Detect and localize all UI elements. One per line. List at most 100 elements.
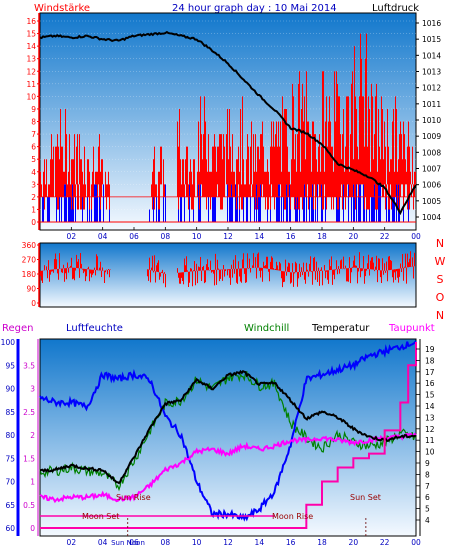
x-tick-label: 20 [349,232,359,241]
humidity-tick-label: 95 [5,361,15,370]
temp-tick-label: 14 [425,402,435,411]
pressure-line [39,30,417,216]
wind-tick-label: 12 [26,67,36,76]
wind-tick-label: 15 [26,30,36,39]
direction-tick-label: 360 [22,241,37,250]
wind-label: Windstärke [34,3,90,14]
moon-rise-label: Moon Rise [272,512,313,521]
x-tick-label: 04 [98,538,108,547]
axes: 1615141312111098765432101016101510141013… [1,13,446,547]
moon-set-label: Moon Set [82,512,119,521]
rain-line [40,342,417,529]
rain-tick-label: 2 [30,431,35,440]
temp-tick-label: 10 [425,448,435,457]
humidity-tick-label: 90 [5,385,15,394]
temp-tick-label: 16 [425,379,435,388]
temp-tick-label: 8 [425,470,430,479]
x-tick-label: 12 [223,232,233,241]
pressure-tick-label: 1005 [422,197,441,206]
temp-tick-label: 5 [425,505,430,514]
wind-tick-label: 7 [31,130,36,139]
windchill-line [39,370,417,492]
temp-tick-label: 9 [425,459,430,468]
dewpoint-line [39,432,417,504]
wind-tick-label: 6 [31,143,36,152]
wind-tick-label: 9 [31,105,36,114]
rain-tick-label: 0 [30,524,35,533]
x-tick-label: 14 [255,538,265,547]
wind-tick-label: 1 [31,205,36,214]
temp-tick-label: 6 [425,493,430,502]
temperature-line [39,369,417,485]
humidity-label: Luftfeuchte [66,323,123,334]
direction-plot [40,251,416,288]
x-tick-label: 12 [223,538,233,547]
wind-tick-label: 5 [31,155,36,164]
pressure-tick-label: 1013 [422,68,441,77]
pressure-tick-label: 1009 [422,132,441,141]
sun-set-label: Sun Set [350,493,381,502]
temp-tick-label: 13 [425,413,435,422]
pressure-tick-label: 1008 [422,148,441,157]
temp-tick-label: 18 [425,356,435,365]
x-tick-label: 20 [349,538,359,547]
x-tick-label: 14 [255,232,265,241]
rain-tick-label: 0.5 [23,501,35,510]
x-tick-label: 22 [380,232,390,241]
humidity-tick-label: 70 [5,478,15,487]
humidity-tick-label: 60 [5,524,15,533]
wind-tick-label: 14 [26,42,36,51]
sun-rise-label: Sun Rise [116,493,151,502]
x-tick-label: 08 [161,538,171,547]
rain-tick-label: 2.5 [23,408,35,417]
rain-label: Regen [2,323,34,334]
humidity-line [39,340,417,522]
humidity-tick-label: 100 [1,338,16,347]
rain-tick-label: 3.5 [23,361,35,370]
pressure-tick-label: 1004 [422,213,441,222]
humidity-tick-label: 75 [5,454,15,463]
wind-tick-label: 10 [26,92,36,101]
humidity-tick-label: 80 [5,431,15,440]
wind-tick-label: 11 [26,80,36,89]
x-tick-label: 08 [161,232,171,241]
temp-tick-label: 7 [425,482,430,491]
compass-label: N [436,309,444,322]
wind-tick-label: 0 [31,218,36,227]
pressure-tick-label: 1006 [422,181,441,190]
x-tick-label: 10 [192,232,202,241]
rain-tick-label: 1 [30,478,35,487]
temp-tick-label: 11 [425,436,435,445]
pressure-tick-label: 1012 [422,84,441,93]
compass-label: N [436,237,444,250]
x-tick-label: 00 [411,232,421,241]
x-tick-label: 16 [286,232,296,241]
x-tick-label: 06 [129,232,139,241]
dewpoint-label: Taupunkt [388,323,435,334]
temp-tick-label: 4 [425,516,430,525]
direction-tick-label: 180 [22,270,37,279]
wind-tick-label: 13 [26,55,36,64]
x-tick-label: 16 [286,538,296,547]
climate-panel-frame [39,338,417,537]
windchill-label: Windchill [244,323,289,334]
temperature-label: Temperatur [311,323,370,334]
temp-tick-label: 17 [425,368,435,377]
wind-plot [39,20,417,223]
wind-tick-label: 4 [31,168,36,177]
x-tick-label: 18 [317,232,327,241]
x-tick-label: 06 [129,538,139,547]
pressure-tick-label: 1007 [422,165,441,174]
pressure-label: Luftdruck [372,3,419,14]
temp-tick-label: 12 [425,425,435,434]
direction-tick-label: 270 [22,256,37,265]
pressure-tick-label: 1010 [422,116,441,125]
compass-label: S [437,273,444,286]
x-tick-label: 04 [98,232,108,241]
compass-label: W [435,255,446,268]
wind-tick-label: 2 [31,193,36,202]
temp-tick-label: 19 [425,345,435,354]
wind-tick-label: 16 [26,17,36,26]
humidity-tick-label: 65 [5,501,15,510]
